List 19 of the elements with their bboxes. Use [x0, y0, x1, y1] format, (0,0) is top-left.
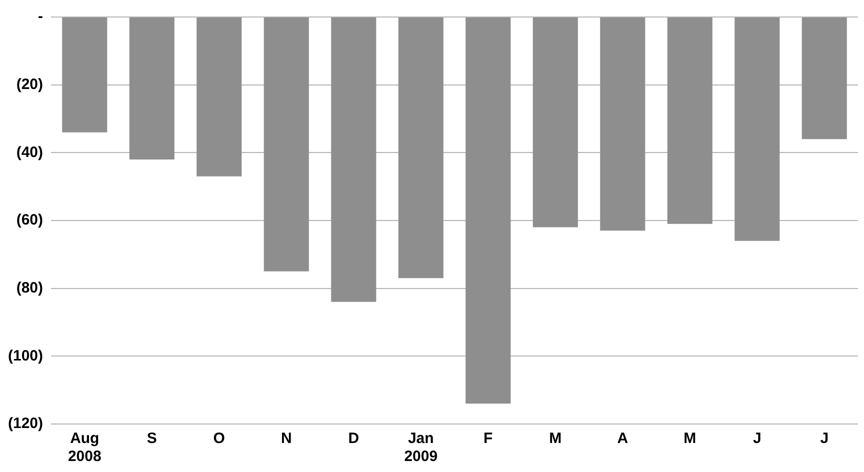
y-tick-label: (120): [8, 415, 44, 432]
y-tick-label: (40): [16, 144, 44, 161]
x-tick-label: Jan 2009: [404, 430, 438, 466]
x-tick-label: S: [146, 430, 157, 448]
y-tick-label: (20): [16, 76, 44, 93]
y-tick-label: (60): [16, 212, 44, 229]
y-tick-label: (100): [8, 347, 44, 364]
x-tick-label: J: [820, 430, 829, 448]
y-tick-label: (80): [16, 279, 44, 296]
x-tick-label: M: [549, 430, 562, 448]
x-tick-label: A: [617, 430, 628, 448]
y-tick-label: -: [38, 8, 44, 26]
x-tick-label: F: [484, 430, 493, 448]
x-tick-label: M: [684, 430, 696, 448]
x-tick-label: O: [213, 430, 226, 448]
x-tick-label: N: [280, 430, 292, 448]
x-tick-label: D: [348, 430, 360, 448]
x-tick-label: Aug 2008: [68, 430, 102, 466]
x-tick-label: J: [752, 430, 762, 448]
